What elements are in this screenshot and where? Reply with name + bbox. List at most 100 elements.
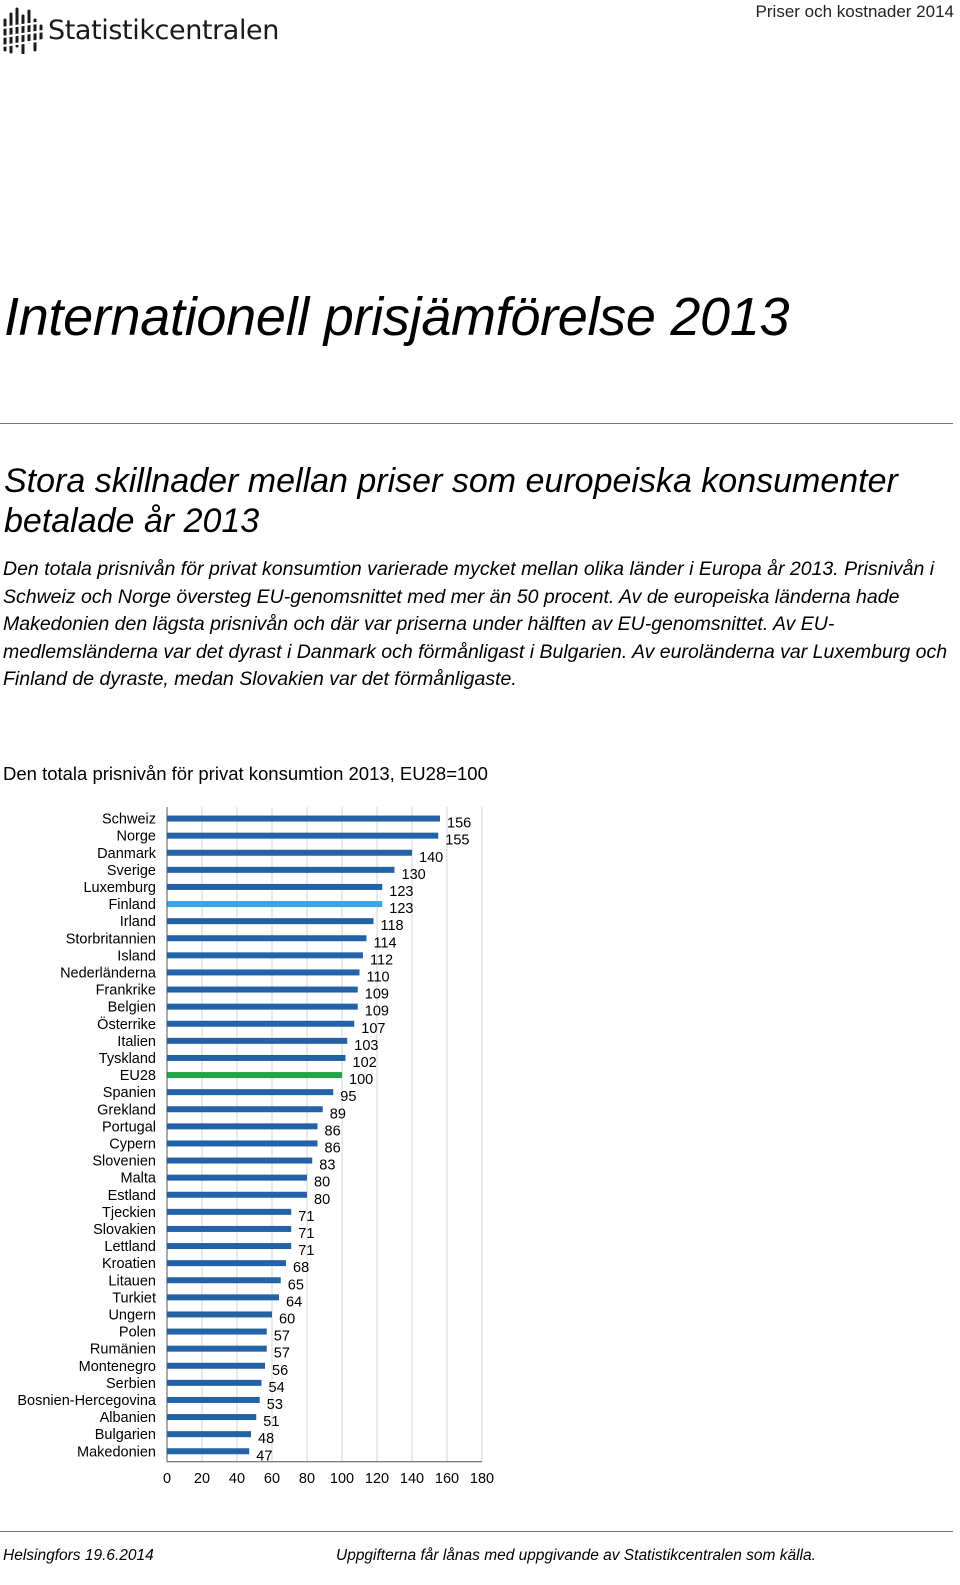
category-label: Storbritannien xyxy=(66,931,156,947)
bar xyxy=(167,1379,262,1386)
x-tick-label: 100 xyxy=(330,1471,354,1487)
bar xyxy=(167,1054,346,1061)
data-label: 140 xyxy=(419,850,443,866)
bar xyxy=(167,1243,292,1250)
category-label: Bosnien-Hercegovina xyxy=(17,1393,157,1409)
category-label: Belgien xyxy=(108,1000,156,1016)
bar xyxy=(167,1072,342,1079)
x-tick-label: 120 xyxy=(365,1471,389,1487)
category-label: Norge xyxy=(117,829,157,845)
bar xyxy=(167,1174,307,1181)
bar xyxy=(167,1362,265,1369)
footer-source: Uppgifterna får lånas med uppgivande av … xyxy=(336,1547,816,1564)
category-label: EU28 xyxy=(120,1068,156,1084)
divider xyxy=(0,423,953,424)
x-tick-label: 80 xyxy=(299,1471,315,1487)
data-label: 71 xyxy=(298,1209,314,1225)
bar xyxy=(167,952,363,959)
category-label: Tyskland xyxy=(99,1051,156,1067)
footer-divider xyxy=(0,1531,953,1532)
category-label: Serbien xyxy=(106,1376,156,1392)
x-tick-label: 140 xyxy=(400,1471,424,1487)
data-label: 80 xyxy=(314,1175,330,1191)
category-label: Luxemburg xyxy=(83,880,156,896)
category-label: Finland xyxy=(108,897,156,913)
data-label: 156 xyxy=(447,816,471,832)
category-label: Schweiz xyxy=(102,812,156,828)
data-label: 109 xyxy=(365,1004,389,1020)
bar xyxy=(167,1140,318,1147)
data-label: 114 xyxy=(374,935,397,951)
category-label: Österrike xyxy=(97,1015,156,1033)
x-tick-label: 20 xyxy=(194,1471,210,1487)
bar xyxy=(167,1448,250,1455)
data-label: 53 xyxy=(267,1397,283,1413)
bar xyxy=(167,901,383,908)
data-label: 107 xyxy=(361,1021,385,1037)
data-label: 102 xyxy=(353,1055,377,1071)
category-label: Portugal xyxy=(102,1119,156,1135)
data-label: 64 xyxy=(286,1294,302,1310)
data-label: 71 xyxy=(298,1226,314,1242)
footer-date: Helsingfors 19.6.2014 xyxy=(3,1547,154,1564)
category-label: Grekland xyxy=(97,1102,156,1118)
data-label: 47 xyxy=(256,1448,272,1464)
chart-title: Den totala prisnivån för privat konsumti… xyxy=(3,763,488,784)
bar xyxy=(167,883,383,890)
data-label: 109 xyxy=(365,987,389,1003)
category-label: Irland xyxy=(120,914,156,930)
data-label: 57 xyxy=(274,1329,290,1345)
bar xyxy=(167,986,358,993)
data-label: 51 xyxy=(263,1414,279,1430)
data-label: 130 xyxy=(402,867,426,883)
category-label: Sverige xyxy=(107,863,156,879)
publication-label: Priser och kostnader 2014 xyxy=(755,2,954,21)
bar xyxy=(167,832,439,839)
category-label: Cypern xyxy=(109,1136,156,1152)
data-label: 54 xyxy=(269,1380,285,1396)
data-label: 71 xyxy=(298,1243,314,1259)
page-title: Internationell prisjämförelse 2013 xyxy=(4,287,790,347)
data-label: 123 xyxy=(389,901,413,917)
category-label: Montenegro xyxy=(79,1359,156,1375)
category-label: Nederländerna xyxy=(60,965,157,981)
data-label: 80 xyxy=(314,1192,330,1208)
category-label: Kroatien xyxy=(102,1256,156,1272)
bar xyxy=(167,1294,279,1301)
data-label: 86 xyxy=(325,1123,341,1139)
data-label: 65 xyxy=(288,1277,304,1293)
category-label: Frankrike xyxy=(96,983,156,999)
category-label: Polen xyxy=(119,1325,156,1341)
bar xyxy=(167,849,412,856)
category-label: Bulgarien xyxy=(95,1427,156,1443)
data-label: 123 xyxy=(389,884,413,900)
bar xyxy=(167,1157,313,1164)
bar xyxy=(167,1260,286,1267)
category-label: Island xyxy=(117,948,156,964)
data-label: 89 xyxy=(330,1106,346,1122)
data-label: 56 xyxy=(272,1363,288,1379)
bar xyxy=(167,1123,318,1130)
bar xyxy=(167,1431,251,1438)
data-label: 57 xyxy=(274,1346,290,1362)
data-label: 83 xyxy=(319,1158,335,1174)
category-label: Slovakien xyxy=(93,1222,156,1238)
data-label: 112 xyxy=(370,952,393,968)
statistikcentralen-logo: Statistikcentralen xyxy=(2,6,279,54)
price-level-bar-chart: Schweiz 156 Norge 155 Danmark 140 Sverige 130 Lu… xyxy=(17,807,494,1487)
x-tick-label: 40 xyxy=(229,1471,245,1487)
bar xyxy=(167,1089,334,1096)
data-label: 110 xyxy=(367,969,390,985)
intro-paragraph: Den totala prisnivån för privat konsumti… xyxy=(3,558,948,690)
data-label: 95 xyxy=(340,1089,356,1105)
data-label: 48 xyxy=(258,1431,274,1447)
category-label: Estland xyxy=(108,1188,156,1204)
category-label: Malta xyxy=(121,1171,157,1187)
subtitle: Stora skillnader mellan priser som europ… xyxy=(4,462,898,540)
bar xyxy=(167,1106,323,1113)
bar xyxy=(167,1191,307,1198)
bar xyxy=(167,1311,272,1318)
category-label: Danmark xyxy=(97,846,157,862)
x-tick-label: 0 xyxy=(163,1471,171,1487)
x-tick-label: 60 xyxy=(264,1471,280,1487)
